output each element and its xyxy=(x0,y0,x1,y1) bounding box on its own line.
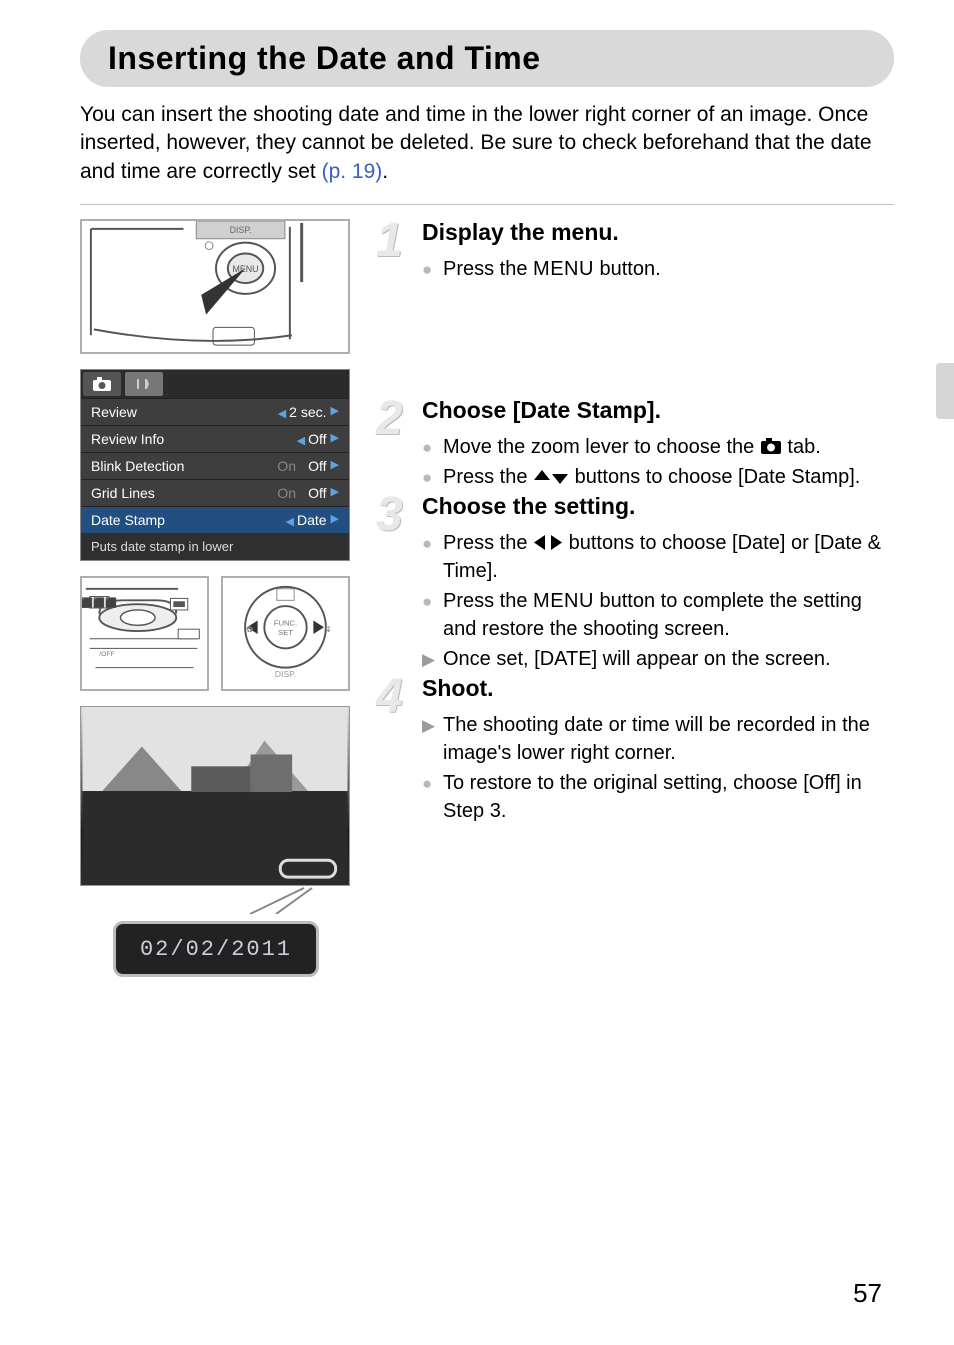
page-number: 57 xyxy=(853,1278,882,1309)
svg-text:⬛⬛⬛: ⬛⬛⬛ xyxy=(82,597,117,609)
menu-row: Review◀2 sec.▶ xyxy=(81,398,349,425)
step-list: ● Press the buttons to choose [Date] or [… xyxy=(422,529,894,673)
step: 1 Display the menu. ● Press the MENU butt… xyxy=(376,219,894,285)
svg-text:SET: SET xyxy=(278,628,293,637)
step-item-text: Press the buttons to choose [Date] or [D… xyxy=(443,532,881,582)
step-item: ● Press the MENU button. xyxy=(422,255,894,283)
step-list: ● Press the MENU button. xyxy=(422,255,894,283)
menu-row-value: ◀Off xyxy=(297,431,327,447)
step-item-text: Once set, [DATE] will appear on the scre… xyxy=(443,648,831,670)
date-stamp-zoom: 02/02/2011 xyxy=(113,921,319,977)
svg-text:MENU: MENU xyxy=(232,264,258,274)
step-item-text: Move the zoom lever to choose the tab. xyxy=(443,436,821,458)
svg-text:✿: ✿ xyxy=(246,624,254,634)
page-reference-link[interactable]: (p. 19) xyxy=(322,160,383,183)
svg-text:↯: ↯ xyxy=(324,624,332,635)
steps-column: 1 Display the menu. ● Press the MENU butt… xyxy=(376,219,894,977)
menu-row: Grid LinesOnOff ▶ xyxy=(81,479,349,506)
step-item: ● Press the buttons to choose [Date Stamp… xyxy=(422,463,894,491)
step-title: Choose the setting. xyxy=(422,493,894,520)
step-title: Choose [Date Stamp]. xyxy=(422,397,894,424)
step-title: Shoot. xyxy=(422,675,894,702)
menu-row-value: ◀2 sec. xyxy=(278,404,327,420)
menu-row-arrow-icon: ▶ xyxy=(331,512,339,528)
dot-bullet-icon: ● xyxy=(422,466,432,490)
menu-row-label: Date Stamp xyxy=(91,512,285,528)
menu-row-value: ◀Date xyxy=(285,512,326,528)
tools-tab-icon xyxy=(125,372,163,396)
menu-row: Date Stamp◀Date ▶ xyxy=(81,506,349,533)
step-list: ●Move the zoom lever to choose the tab.●… xyxy=(422,433,894,491)
dot-bullet-icon: ● xyxy=(422,772,432,796)
menu-row: Blink DetectionOnOff ▶ xyxy=(81,452,349,479)
result-photo: 02/02/2011 xyxy=(80,706,350,977)
page: Inserting the Date and Time You can inse… xyxy=(0,0,954,1007)
step-number: 2 xyxy=(376,397,408,440)
step-title: Display the menu. xyxy=(422,219,894,246)
dpad-diagram: FUNC. SET DISP. ↯ ✿ xyxy=(221,576,350,691)
menu-row-label: Grid Lines xyxy=(91,485,277,501)
step-item-text: The shooting date or time will be record… xyxy=(443,714,870,764)
svg-text:DISP.: DISP. xyxy=(275,669,296,679)
page-title-bar: Inserting the Date and Time xyxy=(80,30,894,87)
menu-row-label: Review Info xyxy=(91,431,297,447)
step-item: ● Move the zoom lever to choose the tab. xyxy=(422,433,894,461)
menu-row-label: Blink Detection xyxy=(91,458,277,474)
content-row: DISP. MENU xyxy=(80,219,894,977)
step-item: ▶ Once set, [DATE] will appear on the scr… xyxy=(422,645,894,673)
menu-footer-text: Puts date stamp in lower xyxy=(81,533,349,560)
step-number: 4 xyxy=(376,675,408,718)
step-item-text: Press the MENU button. xyxy=(443,258,661,280)
step-item-text: Press the buttons to choose [Date Stamp]… xyxy=(443,466,860,488)
step-item: ● To restore to the original setting, cho… xyxy=(422,769,894,825)
intro-tail: . xyxy=(382,160,388,183)
step-number: 3 xyxy=(376,493,408,536)
sample-photo xyxy=(80,706,350,886)
svg-text:FUNC.: FUNC. xyxy=(274,618,298,627)
camera-back-diagram: DISP. MENU xyxy=(80,219,350,354)
step-list: ▶ The shooting date or time will be recor… xyxy=(422,711,894,825)
zoom-lever-diagram: ⬛⬛⬛ /OFF xyxy=(80,576,209,691)
svg-text:/OFF: /OFF xyxy=(99,651,114,658)
menu-row-arrow-icon: ▶ xyxy=(331,485,339,501)
dot-bullet-icon: ● xyxy=(422,436,432,460)
triangle-bullet-icon: ▶ xyxy=(422,714,435,738)
step-item-text: To restore to the original setting, choo… xyxy=(443,772,862,822)
step-body: Shoot. ▶ The shooting date or time will b… xyxy=(422,675,894,827)
step-body: Choose the setting. ● Press the buttons t… xyxy=(422,493,894,675)
dot-bullet-icon: ● xyxy=(422,258,432,282)
menu-row-arrow-icon: ▶ xyxy=(331,458,339,474)
step-item: ▶ The shooting date or time will be recor… xyxy=(422,711,894,767)
divider xyxy=(80,204,894,205)
camera-tab-icon xyxy=(83,372,121,396)
menu-screenshot: Review◀2 sec.▶Review Info◀Off▶Blink Dete… xyxy=(80,369,350,561)
dot-bullet-icon: ● xyxy=(422,532,432,556)
dot-bullet-icon: ● xyxy=(422,590,432,614)
step-number: 1 xyxy=(376,219,408,262)
intro-text: You can insert the shooting date and tim… xyxy=(80,103,872,183)
step: 4 Shoot. ▶ The shooting date or time will… xyxy=(376,675,894,827)
page-title: Inserting the Date and Time xyxy=(108,40,866,77)
step-body: Choose [Date Stamp]. ● Move the zoom leve… xyxy=(422,397,894,493)
step-item: ● Press the buttons to choose [Date] or [… xyxy=(422,529,894,585)
menu-row-arrow-icon: ▶ xyxy=(331,431,339,447)
step-item: ● Press the MENU button to complete the s… xyxy=(422,587,894,643)
step-item-text: Press the MENU button to complete the se… xyxy=(443,590,862,640)
step: 3 Choose the setting. ● Press the buttons… xyxy=(376,493,894,675)
step-body: Display the menu. ● Press the MENU button… xyxy=(422,219,894,285)
menu-row-value: OnOff xyxy=(277,458,326,474)
control-diagrams: ⬛⬛⬛ /OFF FUNC. xyxy=(80,576,350,691)
step: 2 Choose [Date Stamp]. ● Move the zoom le… xyxy=(376,397,894,493)
intro-paragraph: You can insert the shooting date and tim… xyxy=(80,101,894,186)
menu-row-arrow-icon: ▶ xyxy=(331,404,339,420)
svg-text:DISP.: DISP. xyxy=(230,225,252,235)
menu-tabs xyxy=(81,370,349,398)
triangle-bullet-icon: ▶ xyxy=(422,648,435,672)
menu-row-value: OnOff xyxy=(277,485,326,501)
illustrations-column: DISP. MENU xyxy=(80,219,350,977)
menu-row-label: Review xyxy=(91,404,278,420)
menu-row: Review Info◀Off▶ xyxy=(81,425,349,452)
callout-connector xyxy=(80,886,350,914)
